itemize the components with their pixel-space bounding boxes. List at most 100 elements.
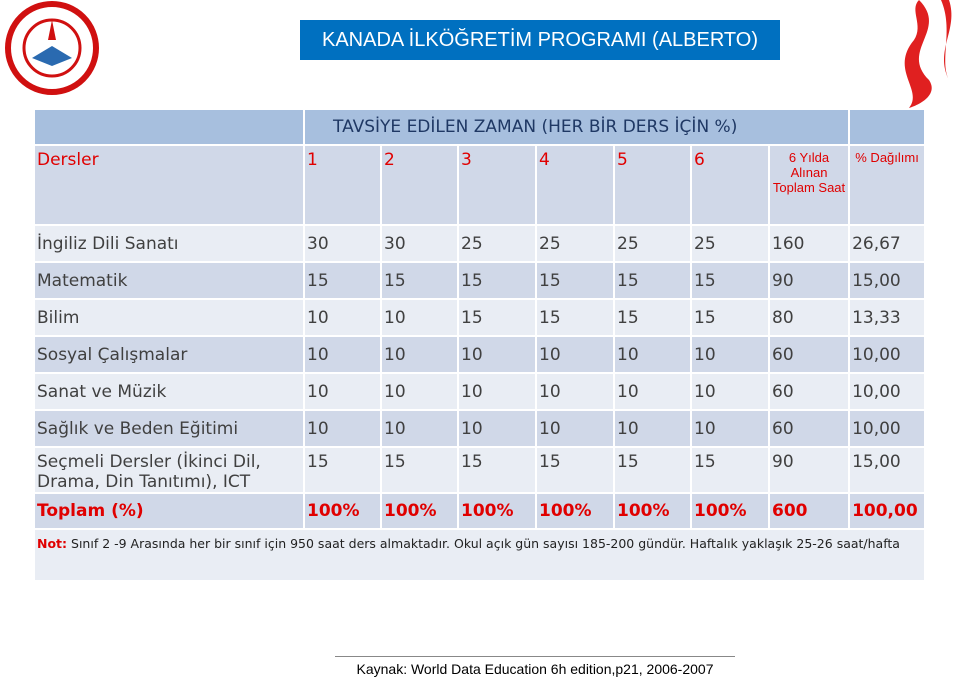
cell: 60: [767, 409, 851, 448]
column-header: 6 Yılda Alınan Toplam Saat: [767, 144, 851, 226]
cell: 10: [303, 298, 382, 337]
note: Not: Sınıf 2 -9 Arasında her bir sınıf i…: [32, 528, 927, 582]
cell: 10: [380, 372, 459, 411]
cell: 60: [767, 335, 851, 374]
cell: 60: [767, 372, 851, 411]
cell: 15: [303, 446, 382, 494]
cell: 10,00: [848, 335, 927, 374]
cell: 100%: [690, 492, 770, 530]
cell: 15,00: [848, 261, 927, 300]
cell: 15: [690, 446, 770, 494]
header-title: TAVSİYE EDİLEN ZAMAN (HER BİR DERS İÇİN …: [302, 108, 851, 146]
cell: 10: [535, 372, 615, 411]
cell: 10,00: [848, 372, 927, 411]
cell: 100%: [457, 492, 537, 530]
column-header: Dersler: [33, 144, 305, 226]
cell: 25: [535, 224, 615, 263]
cell: 15: [457, 298, 537, 337]
cell: 15: [535, 261, 615, 300]
cell: Matematik: [33, 261, 305, 300]
cell: 10: [690, 335, 770, 374]
note-label: Not:: [37, 536, 68, 551]
header-row: TAVSİYE EDİLEN ZAMAN (HER BİR DERS İÇİN …: [33, 108, 927, 146]
cell: 10: [457, 335, 537, 374]
cell: 15: [303, 261, 382, 300]
column-row: Dersler 1 2 3 4 5 6 6 Yılda Alınan Toplam Saat%…: [33, 144, 927, 226]
cell: 15: [380, 261, 459, 300]
cell: İngiliz Dili Sanatı: [33, 224, 305, 263]
cell: 15: [380, 446, 459, 494]
cell: 15,00: [848, 446, 927, 494]
total-row: Toplam (%) 100% 100% 100% 100% 100% 100% 600 100…: [33, 492, 927, 530]
cell: 10: [303, 335, 382, 374]
column-header: 1: [303, 144, 382, 226]
cell: 10: [303, 409, 382, 448]
cell: Bilim: [33, 298, 305, 337]
cell: 15: [457, 261, 537, 300]
flame-decoration: [904, 0, 952, 108]
data-row: İngiliz Dili Sanatı 30 30 25 25 25 25 160 26,67: [33, 224, 927, 263]
cell: 25: [457, 224, 537, 263]
cell: 10: [613, 335, 692, 374]
cell: 10: [535, 409, 615, 448]
cell: 30: [303, 224, 382, 263]
cell: Sanat ve Müzik: [33, 372, 305, 411]
cell: 80: [767, 298, 851, 337]
cell: 15: [613, 261, 692, 300]
note-row: Not: Sınıf 2 -9 Arasında her bir sınıf i…: [32, 528, 927, 582]
source: Kaynak: World Data Education 6h edition,…: [335, 656, 735, 677]
cell: 600: [767, 492, 851, 530]
cell: 90: [767, 446, 851, 494]
cell: Sağlık ve Beden Eğitimi: [33, 409, 305, 448]
data-row: Bilim 10 10 15 15 15 15 80 13,33: [33, 298, 927, 337]
cell: Sosyal Çalışmalar: [33, 335, 305, 374]
cell: 10,00: [848, 409, 927, 448]
column-header: 2: [380, 144, 459, 226]
note-text: Sınıf 2 -9 Arasında her bir sınıf için 9…: [71, 536, 900, 551]
cell: 10: [380, 409, 459, 448]
table: TAVSİYE EDİLEN ZAMAN (HER BİR DERS İÇİN …: [32, 108, 927, 582]
cell: 160: [767, 224, 851, 263]
column-header: 4: [535, 144, 615, 226]
cell: 100%: [613, 492, 692, 530]
title: KANADA İLKÖĞRETİM PROGRAMI (ALBERTO): [300, 20, 780, 60]
cell: 15: [535, 298, 615, 337]
cell: 10: [690, 372, 770, 411]
cell: Seçmeli Dersler (İkinci Dil, Drama, Din …: [33, 446, 305, 494]
column-header: 3: [457, 144, 537, 226]
logo: [5, 1, 99, 95]
cell: 10: [613, 372, 692, 411]
cell: 100%: [380, 492, 459, 530]
data-row: Seçmeli Dersler (İkinci Dil, Drama, Din …: [33, 446, 927, 494]
cell: 100,00: [848, 492, 927, 530]
cell: 15: [457, 446, 537, 494]
cell: 10: [613, 409, 692, 448]
cell: 10: [535, 335, 615, 374]
cell: 10: [457, 409, 537, 448]
data-row: Matematik 15 15 15 15 15 15 90 15,00: [33, 261, 927, 300]
cell: 30: [380, 224, 459, 263]
data-row: Sosyal Çalışmalar 10 10 10 10 10 10 60 10,00: [33, 335, 927, 374]
cell: 100%: [303, 492, 382, 530]
column-header: 6: [690, 144, 770, 226]
data-row: Sağlık ve Beden Eğitimi 10 10 10 10 10 10 60 10,…: [33, 409, 927, 448]
cell: 10: [457, 372, 537, 411]
cell: 25: [690, 224, 770, 263]
cell: 15: [690, 261, 770, 300]
column-header: 5: [613, 144, 692, 226]
cell: 10: [303, 372, 382, 411]
cell: 25: [613, 224, 692, 263]
cell: [33, 108, 305, 146]
data-row: Sanat ve Müzik 10 10 10 10 10 10 60 10,00: [33, 372, 927, 411]
cell: 15: [613, 298, 692, 337]
cell: 15: [613, 446, 692, 494]
cell: [848, 108, 927, 146]
cell: 10: [380, 335, 459, 374]
cell: Toplam (%): [33, 492, 305, 530]
cell: 15: [535, 446, 615, 494]
column-header: % Dağılımı: [848, 144, 927, 226]
cell: 13,33: [848, 298, 927, 337]
cell: 10: [690, 409, 770, 448]
cell: 10: [380, 298, 459, 337]
